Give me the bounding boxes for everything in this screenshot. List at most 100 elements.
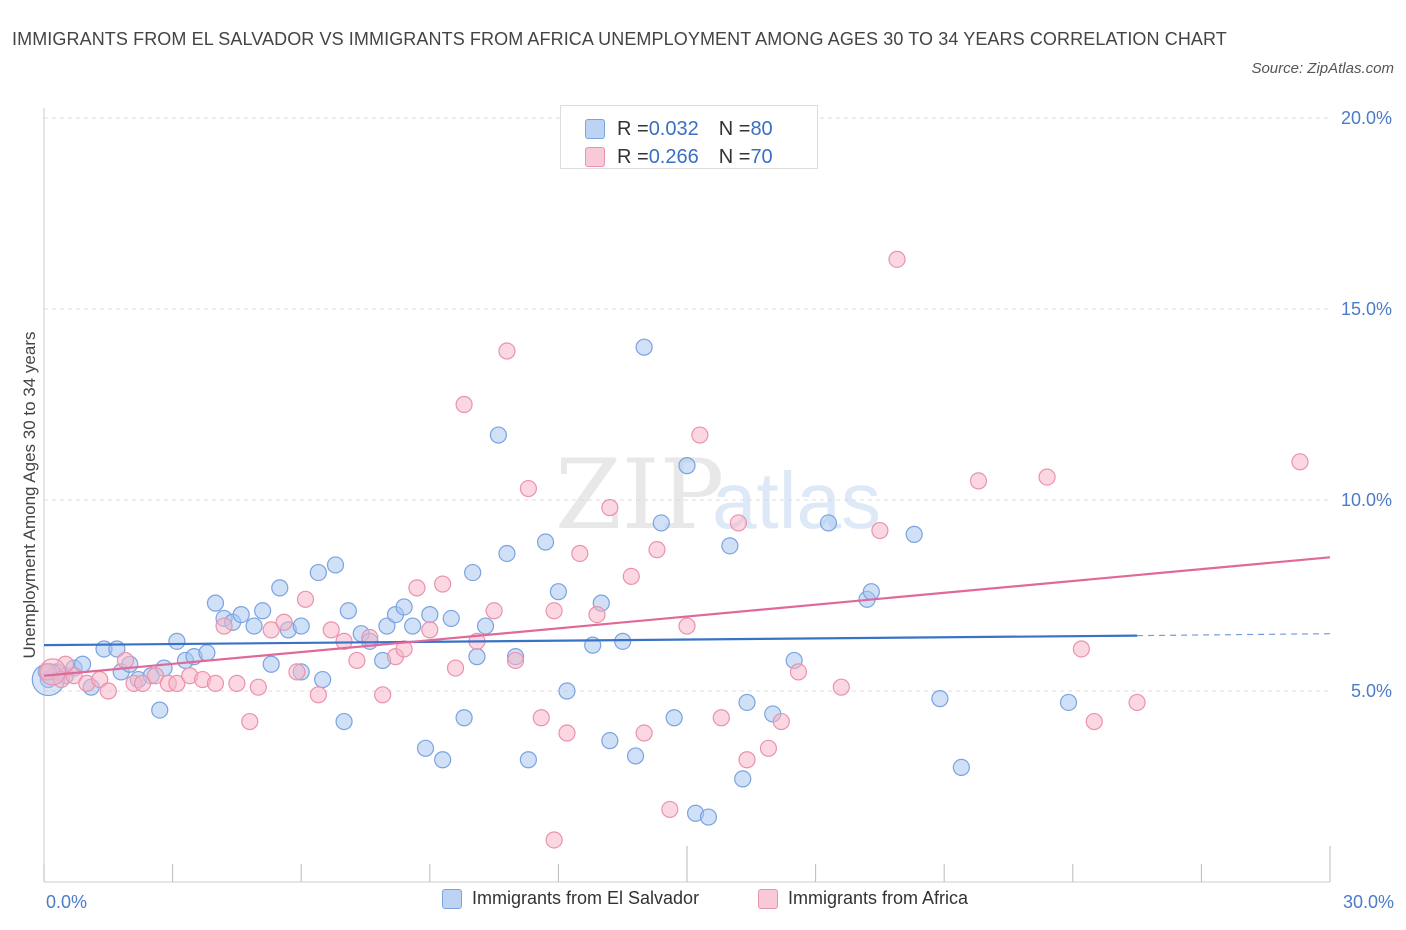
n-value: 80 [750, 117, 773, 140]
point-africa [309, 686, 327, 704]
pink-swatch-icon [758, 888, 778, 909]
point-africa [622, 567, 640, 586]
stats-row-africa: R = 0.266 N = 70 [585, 144, 773, 170]
point-africa [558, 724, 576, 742]
point-el-salvador [271, 579, 289, 597]
legend-item-el-salvador[interactable]: Immigrants from El Salvador [442, 888, 699, 909]
point-el-salvador [335, 712, 353, 731]
point-el-salvador [476, 617, 495, 635]
point-africa [446, 659, 465, 677]
y-tick-label: 20.0% [1341, 108, 1392, 128]
point-africa [288, 663, 306, 681]
point-africa [133, 674, 152, 692]
point-africa [99, 682, 117, 700]
stats-legend: R = 0.032 N = 80 R = 0.266 N = 70 [560, 105, 818, 169]
point-africa [1072, 640, 1090, 658]
y-tick-label: 15.0% [1341, 299, 1392, 319]
point-el-salvador [738, 693, 756, 712]
point-africa [275, 613, 293, 631]
point-el-salvador [378, 617, 396, 635]
point-africa [571, 544, 589, 563]
point-africa [738, 751, 756, 769]
chart-title: IMMIGRANTS FROM EL SALVADOR VS IMMIGRANT… [12, 29, 1227, 49]
point-africa [678, 617, 696, 635]
point-africa [322, 621, 340, 639]
trend-line-africa [43, 556, 1331, 677]
point-africa [168, 674, 186, 692]
series-el-salvador-points [31, 338, 1078, 826]
point-africa [1291, 453, 1309, 471]
watermark: ZIP atlas [555, 439, 881, 551]
point-el-salvador [339, 602, 357, 620]
trend-lines [43, 556, 1331, 677]
point-el-salvador [519, 751, 537, 769]
point-el-salvador [678, 457, 696, 475]
point-el-salvador [206, 594, 225, 612]
point-el-salvador [614, 632, 632, 650]
point-africa [421, 621, 439, 639]
r-value: 0.266 [648, 145, 699, 168]
point-el-salvador [245, 617, 263, 635]
point-el-salvador [464, 563, 482, 582]
point-el-salvador [434, 751, 452, 769]
point-africa [601, 499, 619, 517]
point-el-salvador [734, 770, 752, 788]
point-africa [772, 712, 790, 731]
point-africa [296, 590, 315, 608]
x-tick-label: 30.0% [1343, 892, 1394, 912]
trend-line-el-salvador [43, 634, 1138, 647]
point-el-salvador [262, 655, 280, 673]
point-el-salvador [455, 709, 473, 727]
watermark-atlas: atlas [712, 456, 881, 545]
y-tick-label: 5.0% [1351, 681, 1392, 701]
point-el-salvador [558, 682, 576, 700]
point-el-salvador [1059, 693, 1078, 712]
point-africa [206, 674, 225, 692]
point-africa [545, 831, 563, 849]
point-el-salvador [931, 690, 949, 708]
point-africa [691, 426, 709, 444]
point-africa [712, 709, 730, 727]
point-africa [241, 712, 259, 731]
point-africa [545, 602, 563, 620]
point-africa [789, 663, 808, 681]
point-africa [335, 632, 353, 650]
blue-swatch-icon [442, 888, 462, 909]
point-el-salvador [721, 537, 739, 555]
point-el-salvador [635, 338, 653, 356]
point-el-salvador [232, 605, 250, 624]
point-africa [759, 739, 778, 757]
point-el-salvador [416, 739, 435, 757]
pink-swatch-icon [585, 147, 605, 167]
point-el-salvador [489, 426, 507, 444]
point-el-salvador [819, 514, 838, 532]
point-africa [519, 479, 537, 498]
point-el-salvador [292, 617, 310, 635]
series-africa-points [38, 250, 1309, 849]
point-africa [249, 678, 267, 696]
point-africa [116, 651, 135, 670]
point-el-salvador [905, 525, 923, 543]
point-el-salvador [549, 583, 568, 601]
point-africa [434, 575, 452, 593]
point-africa [455, 395, 473, 414]
point-el-salvador [862, 583, 880, 601]
point-africa [1038, 468, 1056, 486]
point-el-salvador [652, 514, 670, 532]
point-el-salvador [952, 758, 970, 777]
grid-lines [44, 117, 1330, 692]
point-africa [532, 709, 550, 727]
point-el-salvador [326, 556, 345, 574]
point-africa [1085, 712, 1103, 731]
point-el-salvador [468, 648, 486, 666]
point-el-salvador [151, 701, 169, 719]
point-africa [228, 674, 246, 692]
r-value: 0.032 [648, 117, 699, 140]
point-el-salvador [254, 602, 272, 620]
point-el-salvador [168, 632, 186, 650]
legend-item-africa[interactable]: Immigrants from Africa [758, 888, 968, 909]
source-label: Source: ZipAtlas.com [1251, 60, 1394, 77]
point-el-salvador [198, 644, 216, 662]
point-el-salvador [601, 732, 619, 750]
